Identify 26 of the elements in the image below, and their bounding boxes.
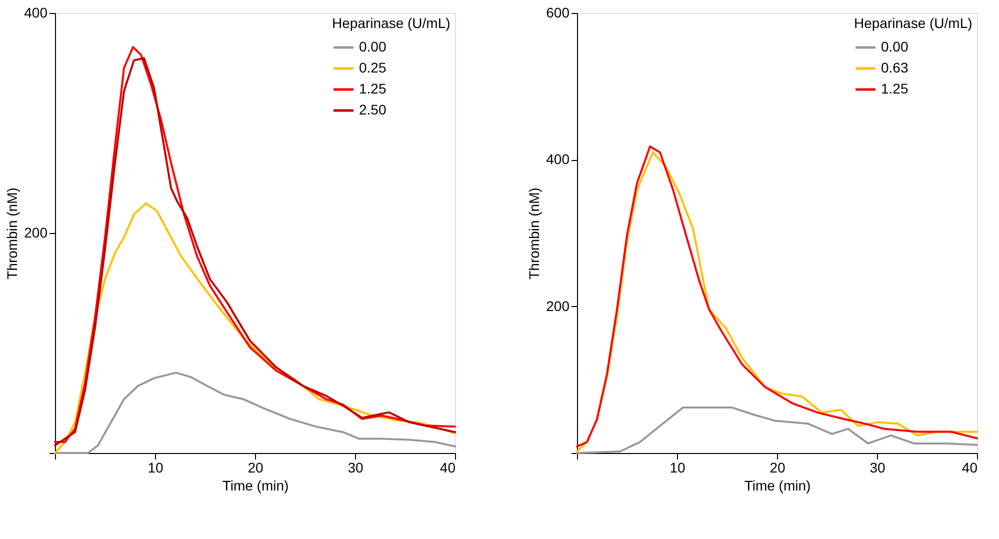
y-tick-label: 200	[546, 298, 570, 314]
y-tick-label: 600	[546, 4, 570, 20]
y-tick-label: 400	[546, 151, 570, 168]
x-axis-title: Time (min)	[222, 478, 289, 494]
y-tick-label: 200	[24, 224, 48, 240]
x-tick-label: 20	[770, 460, 786, 476]
y-tick-label: 400	[24, 4, 48, 20]
legend-title: Heparinase (U/mL)	[854, 15, 972, 31]
x-tick-label: 40	[440, 460, 456, 476]
legend-label: 0.25	[359, 60, 386, 76]
legend-title: Heparinase (U/mL)	[332, 15, 450, 31]
x-tick-label: 10	[670, 460, 686, 476]
x-axis-title: Time (min)	[744, 478, 811, 494]
legend-label: 0.00	[881, 38, 908, 54]
legend-label: 1.25	[359, 80, 386, 96]
legend-label: 0.63	[881, 60, 908, 76]
x-tick-label: 40	[962, 460, 978, 476]
legend-label: 0.00	[359, 38, 386, 54]
legend-label: 2.50	[359, 102, 386, 118]
x-tick-label: 30	[348, 460, 364, 476]
x-tick-label: 30	[870, 460, 886, 476]
y-axis-title: Thrombin (nM)	[526, 188, 542, 280]
x-tick-label: 20	[248, 460, 264, 476]
x-tick-label: 10	[148, 460, 164, 476]
legend-label: 1.25	[881, 80, 908, 96]
y-axis-title: Thrombin (nM)	[4, 188, 20, 280]
